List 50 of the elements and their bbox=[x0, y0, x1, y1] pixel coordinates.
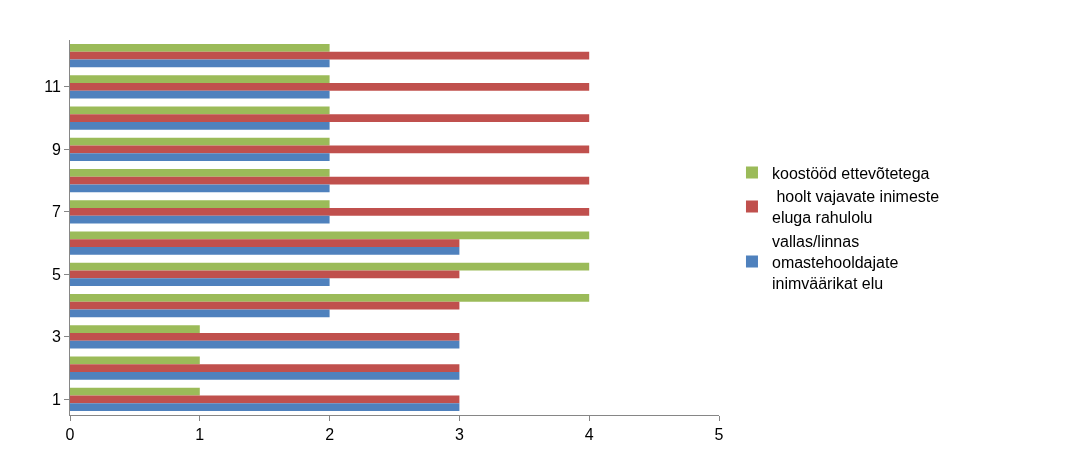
y-tick-label: 1 bbox=[51, 390, 61, 408]
bar bbox=[70, 145, 590, 154]
bar bbox=[70, 395, 460, 404]
bar bbox=[70, 293, 590, 302]
bar bbox=[70, 82, 590, 91]
y-tick-label: 3 bbox=[51, 328, 61, 346]
bar bbox=[70, 90, 330, 99]
bar bbox=[70, 200, 330, 208]
x-tick-label: 4 bbox=[584, 426, 594, 444]
legend-label: koostööd ettevõtetega bbox=[771, 164, 930, 182]
bar bbox=[70, 301, 460, 310]
bar bbox=[70, 332, 460, 341]
bar bbox=[70, 215, 330, 224]
bar bbox=[70, 231, 590, 240]
bar bbox=[70, 372, 460, 380]
x-tick-label: 0 bbox=[65, 426, 75, 444]
bar bbox=[70, 356, 200, 365]
bar bbox=[70, 137, 330, 146]
y-tick-label: 5 bbox=[51, 265, 61, 283]
bar bbox=[70, 278, 330, 287]
bar bbox=[70, 239, 460, 248]
x-tick-label: 3 bbox=[454, 426, 464, 444]
bar bbox=[70, 153, 330, 162]
bar bbox=[70, 325, 200, 333]
bar bbox=[70, 309, 330, 318]
y-tick-label: 11 bbox=[44, 78, 61, 96]
bar bbox=[70, 387, 200, 396]
bar bbox=[70, 43, 330, 52]
bar bbox=[70, 114, 590, 123]
bar bbox=[70, 176, 590, 185]
legend-label: vallas/linnas omastehooldajate inimväärikat elu bbox=[771, 233, 899, 292]
bar bbox=[70, 168, 330, 177]
bar bbox=[70, 403, 460, 412]
x-tick-label: 2 bbox=[325, 426, 335, 444]
bar bbox=[70, 270, 460, 279]
y-tick-label: 7 bbox=[51, 203, 61, 221]
bar bbox=[70, 106, 330, 115]
bar bbox=[70, 184, 330, 193]
x-tick-label: 5 bbox=[714, 426, 724, 444]
bar bbox=[70, 75, 330, 83]
x-tick-label: 1 bbox=[195, 426, 205, 444]
bar bbox=[70, 122, 330, 130]
bar bbox=[70, 262, 590, 271]
bar bbox=[70, 51, 590, 60]
bar bbox=[70, 59, 330, 68]
bar bbox=[70, 364, 460, 373]
y-tick-label: 9 bbox=[51, 140, 61, 158]
bar bbox=[70, 247, 460, 255]
bar bbox=[70, 340, 460, 349]
bar bbox=[70, 207, 590, 216]
